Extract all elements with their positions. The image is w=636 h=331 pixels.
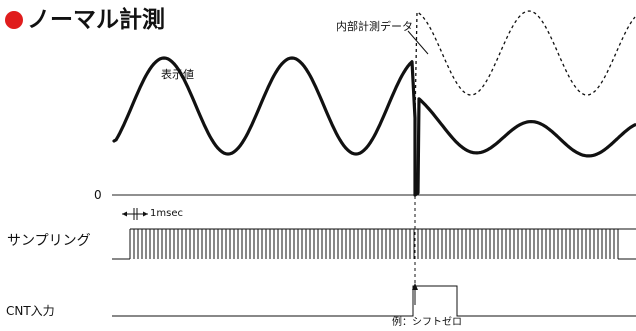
zero-label: 0 [94,188,102,202]
cnt-input-label: CNT入力 [6,304,55,318]
cnt-arrow-head [412,283,418,290]
interval-label: 1msec [150,208,183,219]
display-value-curve [112,56,636,197]
title-bullet-icon [5,11,23,29]
internal-label-leader [407,30,429,55]
example-label: 例：シフトゼロ [392,317,462,328]
cnt-input-signal [112,285,636,317]
internal-data-label: 内部計測データ [336,20,413,33]
display-value-label: 表示値 [161,68,194,81]
sampling-pulse-train [112,228,636,260]
msec-interval-marker [122,208,148,220]
sampling-label: サンプリング [7,233,91,249]
title-text: ノーマル計測 [27,6,165,33]
internal-measurement-curve [414,10,636,119]
diagram-title: ノーマル計測 [5,6,165,34]
